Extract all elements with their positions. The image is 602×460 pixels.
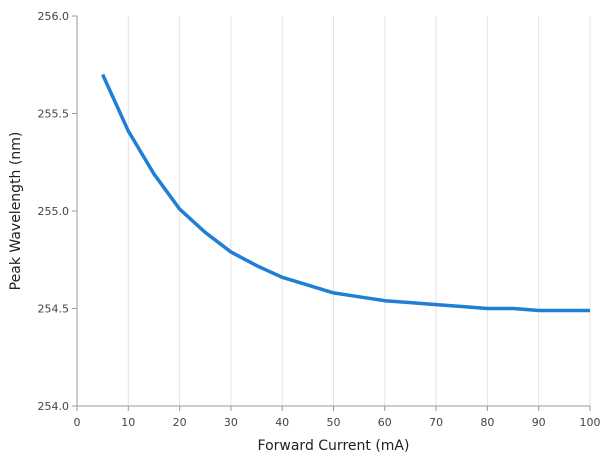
x-tick-label: 40 xyxy=(275,416,289,429)
x-axis-title: Forward Current (mA) xyxy=(258,438,410,454)
x-tick-label: 20 xyxy=(173,416,187,429)
y-tick-label: 255.0 xyxy=(38,205,70,218)
y-tick-label: 254.0 xyxy=(38,400,70,413)
x-tick-label: 30 xyxy=(224,416,238,429)
x-tick-label: 100 xyxy=(580,416,601,429)
grid-lines xyxy=(127,16,591,406)
series-group xyxy=(101,73,590,313)
x-tick-label: 90 xyxy=(532,416,546,429)
x-tick-label: 10 xyxy=(121,416,135,429)
y-tick-label: 256.0 xyxy=(38,10,70,23)
y-tick-label: 255.5 xyxy=(38,108,70,121)
series-line xyxy=(101,73,590,313)
y-tick-label: 254.5 xyxy=(38,303,70,316)
x-tick-label: 50 xyxy=(327,416,341,429)
y-axis-title: Peak Wavelength (nm) xyxy=(8,132,24,291)
x-tick-label: 0 xyxy=(74,416,81,429)
x-tick-label: 70 xyxy=(429,416,443,429)
x-tick-label: 80 xyxy=(480,416,494,429)
ticks: 254.0 254.5 255.0 255.5 256.0 0 10 20 30 40 50 60 70… xyxy=(38,10,601,429)
x-tick-label: 60 xyxy=(378,416,392,429)
